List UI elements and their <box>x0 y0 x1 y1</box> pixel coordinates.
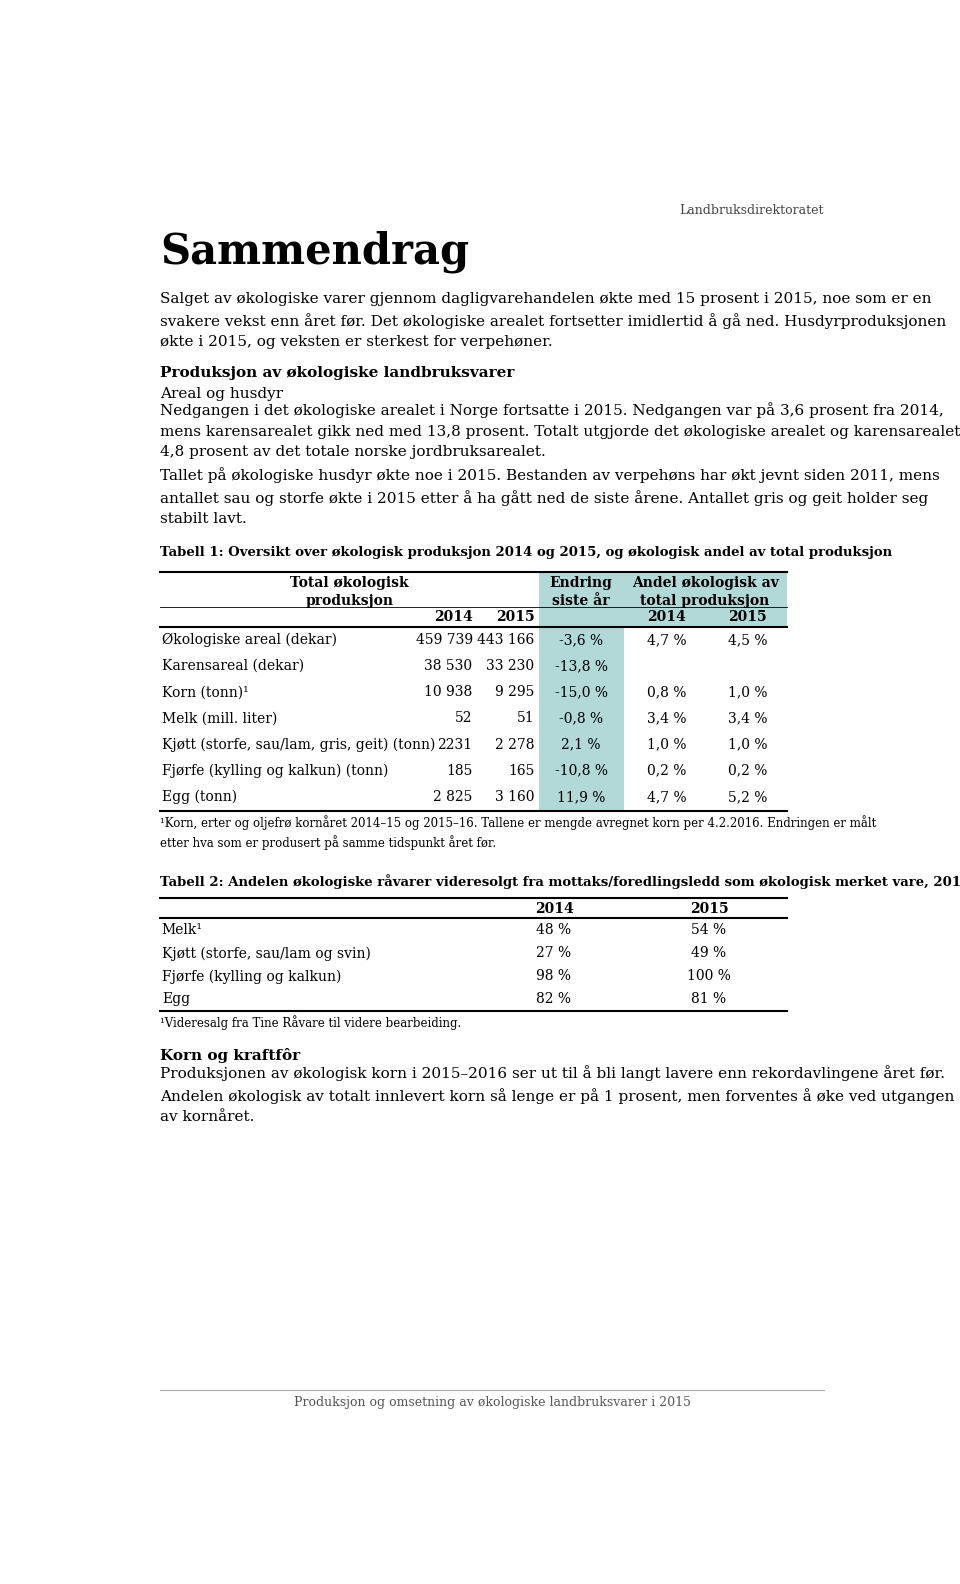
Text: 459 739: 459 739 <box>416 634 472 646</box>
Text: Nedgangen i det økologiske arealet i Norge fortsatte i 2015. Nedgangen var på 3,: Nedgangen i det økologiske arealet i Nor… <box>160 402 960 459</box>
Text: -15,0 %: -15,0 % <box>555 686 608 699</box>
Bar <box>539 759 624 784</box>
Text: Melk (mill. liter): Melk (mill. liter) <box>162 711 277 725</box>
Text: 81 %: 81 % <box>691 993 727 1006</box>
Bar <box>539 572 624 627</box>
Text: 4,7 %: 4,7 % <box>647 634 686 646</box>
Text: 165: 165 <box>508 763 535 778</box>
Text: 2 278: 2 278 <box>495 738 535 751</box>
Text: Andel økologisk av
total produksjon: Andel økologisk av total produksjon <box>632 577 779 608</box>
Text: -0,8 %: -0,8 % <box>559 711 603 725</box>
Text: 443 166: 443 166 <box>477 634 535 646</box>
Text: Salget av økologiske varer gjennom dagligvarehandelen økte med 15 prosent i 2015: Salget av økologiske varer gjennom dagli… <box>160 291 947 348</box>
Bar <box>539 784 624 811</box>
Text: 48 %: 48 % <box>537 923 571 938</box>
Text: -3,6 %: -3,6 % <box>559 634 603 646</box>
Bar <box>539 627 624 654</box>
Text: 2231: 2231 <box>438 738 472 751</box>
Text: Tabell 2: Andelen økologiske råvarer videresolgt fra mottaks/foredlingsledd som : Tabell 2: Andelen økologiske råvarer vid… <box>160 874 960 889</box>
Text: 5,2 %: 5,2 % <box>728 790 767 805</box>
Text: 3,4 %: 3,4 % <box>647 711 686 725</box>
Text: ¹Videresalg fra Tine Råvare til videre bearbeiding.: ¹Videresalg fra Tine Råvare til videre b… <box>160 1015 462 1031</box>
Text: 185: 185 <box>446 763 472 778</box>
Text: Total økologisk
produksjon: Total økologisk produksjon <box>290 577 409 608</box>
Text: Sammendrag: Sammendrag <box>160 230 469 272</box>
Text: 2015: 2015 <box>729 610 767 624</box>
Text: 10 938: 10 938 <box>424 686 472 699</box>
Text: 98 %: 98 % <box>537 969 571 984</box>
Text: 33 230: 33 230 <box>487 659 535 673</box>
Text: 3,4 %: 3,4 % <box>728 711 767 725</box>
Text: Melk¹: Melk¹ <box>162 923 203 938</box>
Text: 82 %: 82 % <box>537 993 571 1006</box>
Text: 2014: 2014 <box>647 610 685 624</box>
Text: 1,0 %: 1,0 % <box>647 738 686 751</box>
Text: 3 160: 3 160 <box>495 790 535 805</box>
Text: 2014: 2014 <box>434 610 472 624</box>
Text: Fjørfe (kylling og kalkun) (tonn): Fjørfe (kylling og kalkun) (tonn) <box>162 763 388 778</box>
Text: 52: 52 <box>455 711 472 725</box>
Text: Produksjonen av økologisk korn i 2015–2016 ser ut til å bli langt lavere enn rek: Produksjonen av økologisk korn i 2015–20… <box>160 1064 954 1123</box>
Text: 0,8 %: 0,8 % <box>647 686 686 699</box>
Text: Karensareal (dekar): Karensareal (dekar) <box>162 659 304 673</box>
Text: Tallet på økologiske husdyr økte noe i 2015. Bestanden av verpehøns har økt jevn: Tallet på økologiske husdyr økte noe i 2… <box>160 467 940 526</box>
Text: 38 530: 38 530 <box>424 659 472 673</box>
Text: 2014: 2014 <box>535 903 573 916</box>
Text: 4,7 %: 4,7 % <box>647 790 686 805</box>
Text: 1,0 %: 1,0 % <box>728 686 767 699</box>
Text: Endring
siste år: Endring siste år <box>550 577 612 608</box>
Text: Tabell 1: Oversikt over økologisk produksjon 2014 og 2015, og økologisk andel av: Tabell 1: Oversikt over økologisk produk… <box>160 546 893 559</box>
Bar <box>539 732 624 759</box>
Text: Landbruksdirektoratet: Landbruksdirektoratet <box>680 204 824 217</box>
Text: ¹Korn, erter og oljefrø kornåret 2014–15 og 2015–16. Tallene er mengde avregnet : ¹Korn, erter og oljefrø kornåret 2014–15… <box>160 816 876 851</box>
Text: Fjørfe (kylling og kalkun): Fjørfe (kylling og kalkun) <box>162 969 341 984</box>
Text: Produksjon og omsetning av økologiske landbruksvarer i 2015: Produksjon og omsetning av økologiske la… <box>294 1396 690 1408</box>
Bar <box>539 706 624 732</box>
Text: 49 %: 49 % <box>691 946 727 960</box>
Text: Økologiske areal (dekar): Økologiske areal (dekar) <box>162 634 337 648</box>
Bar <box>624 572 786 627</box>
Text: -10,8 %: -10,8 % <box>555 763 608 778</box>
Text: Kjøtt (storfe, sau/lam, gris, geit) (tonn): Kjøtt (storfe, sau/lam, gris, geit) (ton… <box>162 738 435 752</box>
Text: 0,2 %: 0,2 % <box>728 763 767 778</box>
Text: Egg (tonn): Egg (tonn) <box>162 790 237 805</box>
Text: Korn (tonn)¹: Korn (tonn)¹ <box>162 686 249 699</box>
Text: Kjøtt (storfe, sau/lam og svin): Kjøtt (storfe, sau/lam og svin) <box>162 946 371 960</box>
Text: 2015: 2015 <box>689 903 729 916</box>
Text: Areal og husdyr: Areal og husdyr <box>160 386 283 401</box>
Text: 54 %: 54 % <box>691 923 727 938</box>
Text: 100 %: 100 % <box>687 969 731 984</box>
Text: Produksjon av økologiske landbruksvarer: Produksjon av økologiske landbruksvarer <box>160 366 515 380</box>
Text: Egg: Egg <box>162 993 190 1006</box>
Text: Korn og kraftfôr: Korn og kraftfôr <box>160 1049 300 1063</box>
Text: 51: 51 <box>517 711 535 725</box>
Bar <box>539 680 624 706</box>
Text: 9 295: 9 295 <box>495 686 535 699</box>
Text: 11,9 %: 11,9 % <box>557 790 606 805</box>
Text: -13,8 %: -13,8 % <box>555 659 608 673</box>
Text: 2 825: 2 825 <box>433 790 472 805</box>
Text: 27 %: 27 % <box>537 946 571 960</box>
Text: 4,5 %: 4,5 % <box>728 634 767 646</box>
Text: 0,2 %: 0,2 % <box>647 763 686 778</box>
Text: 2,1 %: 2,1 % <box>562 738 601 751</box>
Text: 1,0 %: 1,0 % <box>728 738 767 751</box>
Bar <box>539 654 624 680</box>
Text: 2015: 2015 <box>496 610 535 624</box>
